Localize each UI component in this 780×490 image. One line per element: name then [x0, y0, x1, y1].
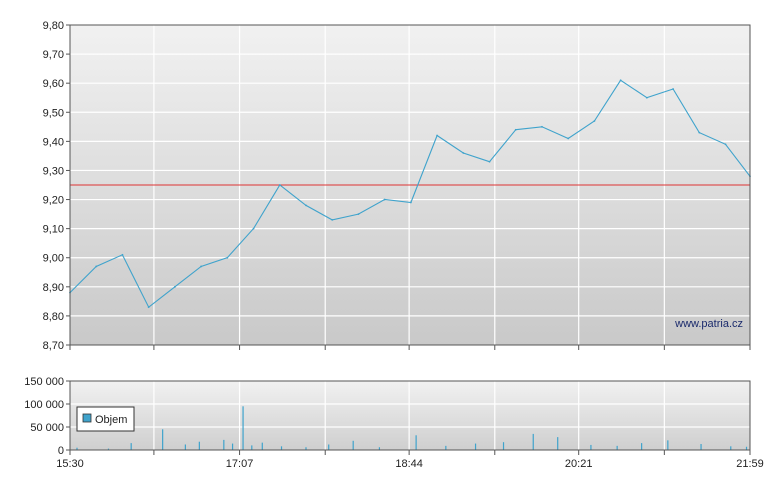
price-point — [724, 143, 727, 146]
volume-bar — [305, 447, 307, 450]
volume-y-axis: 150 000 100 000 50 000 0 — [24, 376, 70, 457]
volume-bar — [76, 447, 78, 450]
price-point — [619, 79, 622, 82]
volume-bar — [474, 443, 477, 450]
volume-y-tick-label: 50 000 — [30, 422, 64, 434]
volume-y-tick-label: 0 — [58, 445, 64, 457]
volume-y-tick-label: 100 000 — [24, 399, 64, 411]
volume-x-axis: 15:30 17:07 18:44 20:21 21:59 — [56, 450, 764, 470]
volume-bar — [107, 448, 110, 450]
volume-bar — [745, 446, 748, 450]
volume-bar — [502, 442, 505, 450]
price-y-tick-label: 8,80 — [43, 311, 64, 323]
volume-bar — [730, 446, 732, 450]
legend: Objem — [76, 406, 135, 432]
price-point — [357, 213, 360, 215]
volume-bar — [242, 406, 244, 450]
price-y-tick-label: 9,10 — [43, 224, 64, 236]
volume-bar — [532, 433, 534, 450]
volume-bar — [445, 445, 447, 450]
price-points — [69, 79, 751, 309]
volume-bar — [223, 439, 225, 450]
price-point — [462, 152, 465, 154]
price-point — [488, 160, 491, 163]
legend-label: Objem — [95, 414, 127, 426]
price-y-tick-label: 9,20 — [43, 195, 64, 207]
x-tick-label: 21:59 — [736, 458, 764, 470]
volume-plot-frame — [69, 380, 751, 451]
price-point — [514, 128, 517, 131]
price-y-tick-label: 9,50 — [43, 107, 64, 119]
volume-bars — [76, 406, 748, 450]
price-point — [645, 96, 648, 99]
price-point — [331, 219, 334, 221]
volume-bar — [261, 442, 263, 450]
volume-bar — [328, 444, 330, 450]
volume-bar — [352, 440, 354, 450]
price-y-tick-label: 9,60 — [43, 78, 64, 90]
watermark: www.patria.cz — [674, 318, 743, 330]
volume-bar — [130, 443, 132, 450]
volume-bar — [667, 440, 669, 450]
x-tick-label: 17:07 — [226, 458, 254, 470]
price-point — [541, 125, 543, 128]
x-tick-label: 20:21 — [565, 458, 593, 470]
price-y-tick-label: 9,30 — [43, 165, 64, 177]
price-y-tick-label: 9,40 — [43, 136, 64, 148]
volume-plot-area — [70, 381, 750, 450]
volume-y-tick-label: 150 000 — [24, 376, 64, 388]
price-point — [305, 204, 307, 207]
price-y-tick-label: 8,90 — [43, 282, 64, 294]
price-point — [383, 198, 386, 201]
price-y-tick-label: 9,00 — [43, 253, 64, 265]
price-point — [147, 306, 150, 309]
x-tick-label: 15:30 — [56, 458, 84, 470]
price-point — [593, 120, 596, 122]
volume-bar — [415, 435, 417, 450]
price-plot-frame — [69, 24, 751, 346]
price-point — [173, 285, 176, 288]
legend-swatch — [82, 413, 92, 423]
x-tick-label: 18:44 — [395, 458, 423, 470]
price-point — [252, 227, 255, 230]
price-point — [672, 88, 674, 90]
volume-bar — [378, 447, 381, 450]
volume-bar — [557, 437, 559, 450]
price-y-axis: 9,80 9,70 9,60 9,50 9,40 9,30 9,20 9,10 9,00 8,90… — [43, 20, 70, 352]
volume-bar — [700, 444, 702, 450]
volume-bar — [184, 444, 186, 450]
price-y-tick-label: 9,70 — [43, 49, 64, 61]
volume-bar — [251, 445, 253, 450]
price-point — [121, 253, 124, 256]
volume-grid — [70, 381, 750, 450]
price-point — [226, 256, 229, 259]
volume-bar — [231, 443, 234, 450]
price-point — [567, 137, 570, 140]
price-point — [200, 265, 203, 268]
volume-bar — [280, 446, 283, 450]
price-point — [698, 131, 701, 134]
price-x-ticks — [69, 345, 751, 350]
price-point — [436, 134, 438, 137]
price-y-tick-label: 9,80 — [43, 20, 64, 32]
price-point — [278, 184, 281, 186]
price-point — [409, 201, 412, 204]
price-y-tick-label: 8,70 — [43, 340, 64, 352]
volume-bar — [590, 444, 592, 450]
volume-bar — [162, 429, 164, 450]
price-point — [95, 265, 98, 268]
volume-bar — [198, 441, 200, 450]
volume-bar — [616, 445, 618, 450]
volume-bar — [641, 443, 643, 450]
